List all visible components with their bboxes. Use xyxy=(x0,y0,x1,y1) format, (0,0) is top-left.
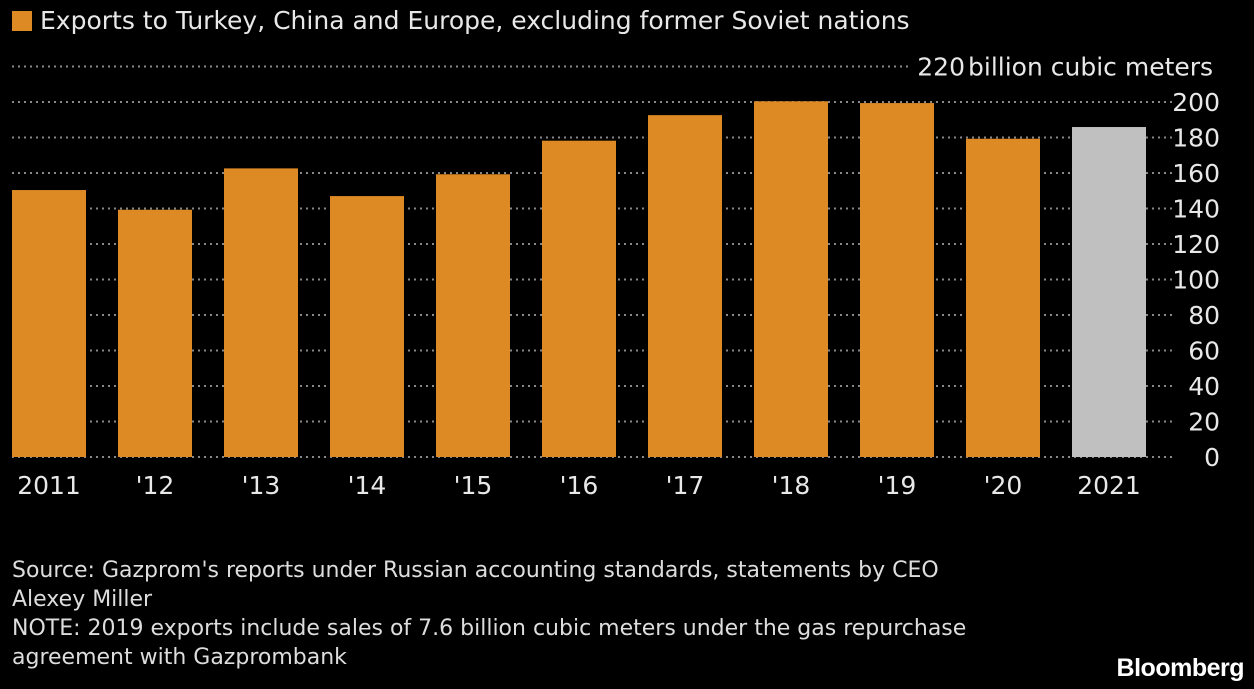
x-tick-label: '15 xyxy=(454,471,493,500)
x-tick-label: 2021 xyxy=(1077,471,1141,500)
y-tick-label: 60 xyxy=(1188,337,1220,366)
bar-19 xyxy=(860,103,934,457)
y-tick-label: 0 xyxy=(1204,443,1220,472)
bar-17 xyxy=(648,115,722,457)
bar-2011 xyxy=(12,190,86,458)
y-tick-label: 40 xyxy=(1188,372,1220,401)
bar-15 xyxy=(436,174,510,457)
y-tick-label: 140 xyxy=(1172,195,1220,224)
legend-label: Exports to Turkey, China and Europe, exc… xyxy=(40,6,910,35)
footer: Source: Gazprom's reports under Russian … xyxy=(12,556,1012,672)
bar-16 xyxy=(542,140,616,457)
bar-13 xyxy=(224,168,298,457)
bar-14 xyxy=(330,196,404,457)
x-tick-label: '16 xyxy=(560,471,599,500)
x-tick-label: '12 xyxy=(136,471,175,500)
y-tick-label: 100 xyxy=(1172,266,1220,295)
bar-20 xyxy=(966,138,1040,457)
y-tick-label: 160 xyxy=(1172,159,1220,188)
y-tick-label: 80 xyxy=(1188,301,1220,330)
x-tick-label: '13 xyxy=(242,471,281,500)
y-tick-label: 200 xyxy=(1172,88,1220,117)
x-tick-label: 2011 xyxy=(17,471,81,500)
source-text: Source: Gazprom's reports under Russian … xyxy=(12,558,939,612)
bar-2021 xyxy=(1072,127,1146,457)
y-tick-label: 20 xyxy=(1188,408,1220,437)
y-tick-label: 120 xyxy=(1172,230,1220,259)
bar-18 xyxy=(754,101,828,457)
x-tick-label: '19 xyxy=(878,471,917,500)
bar-12 xyxy=(118,209,192,457)
x-tick-label: '17 xyxy=(666,471,705,500)
x-tick-label: '14 xyxy=(348,471,387,500)
plot-area: 0 20 40 60 80 100 120 140 160 180 200 220 billion cu… xyxy=(12,53,1220,500)
bloomberg-logo: Bloomberg xyxy=(1116,654,1245,682)
x-tick-label: '18 xyxy=(772,471,811,500)
x-tick-label: '20 xyxy=(984,471,1023,500)
y-unit-label: billion cubic meters xyxy=(968,53,1213,82)
legend: Exports to Turkey, China and Europe, exc… xyxy=(12,6,910,35)
note-text: NOTE: 2019 exports include sales of 7.6 … xyxy=(12,616,967,670)
legend-swatch xyxy=(12,10,32,31)
y-tick-label: 220 xyxy=(917,53,965,82)
y-tick-label: 180 xyxy=(1172,124,1220,153)
